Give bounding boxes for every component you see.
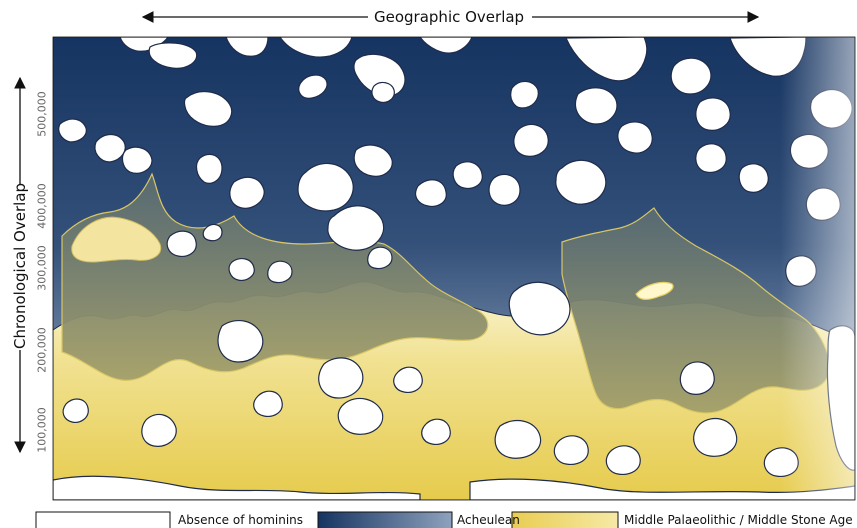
y-tick-400000: 400,000 [35, 183, 49, 229]
y-tick-500000: 500,000 [35, 91, 49, 137]
absence-patches-upper [58, 37, 853, 287]
plot-frame [52, 36, 856, 501]
absence-patches-lower [53, 223, 855, 500]
chronological-overlap-label: Chronological Overlap [11, 182, 29, 350]
y-tick-100000: 100,000 [35, 407, 49, 453]
legend-swatch-mp-msa [511, 511, 619, 528]
y-tick-200000: 200,000 [35, 327, 49, 373]
y-tick-300000: 300,000 [35, 245, 49, 291]
legend-swatch-acheulean [317, 511, 453, 528]
geographic-overlap-label: Geographic Overlap [374, 8, 525, 26]
legend [35, 511, 619, 528]
legend-swatch-absence [35, 511, 171, 528]
mp-msa-blob-left [71, 216, 162, 263]
plot-area [53, 37, 855, 500]
legend-label-acheulean: Acheulean [457, 513, 520, 527]
legend-label-mp-msa: Middle Palaeolithic / Middle Stone Age [624, 513, 853, 527]
legend-label-absence: Absence of hominins [178, 513, 304, 527]
